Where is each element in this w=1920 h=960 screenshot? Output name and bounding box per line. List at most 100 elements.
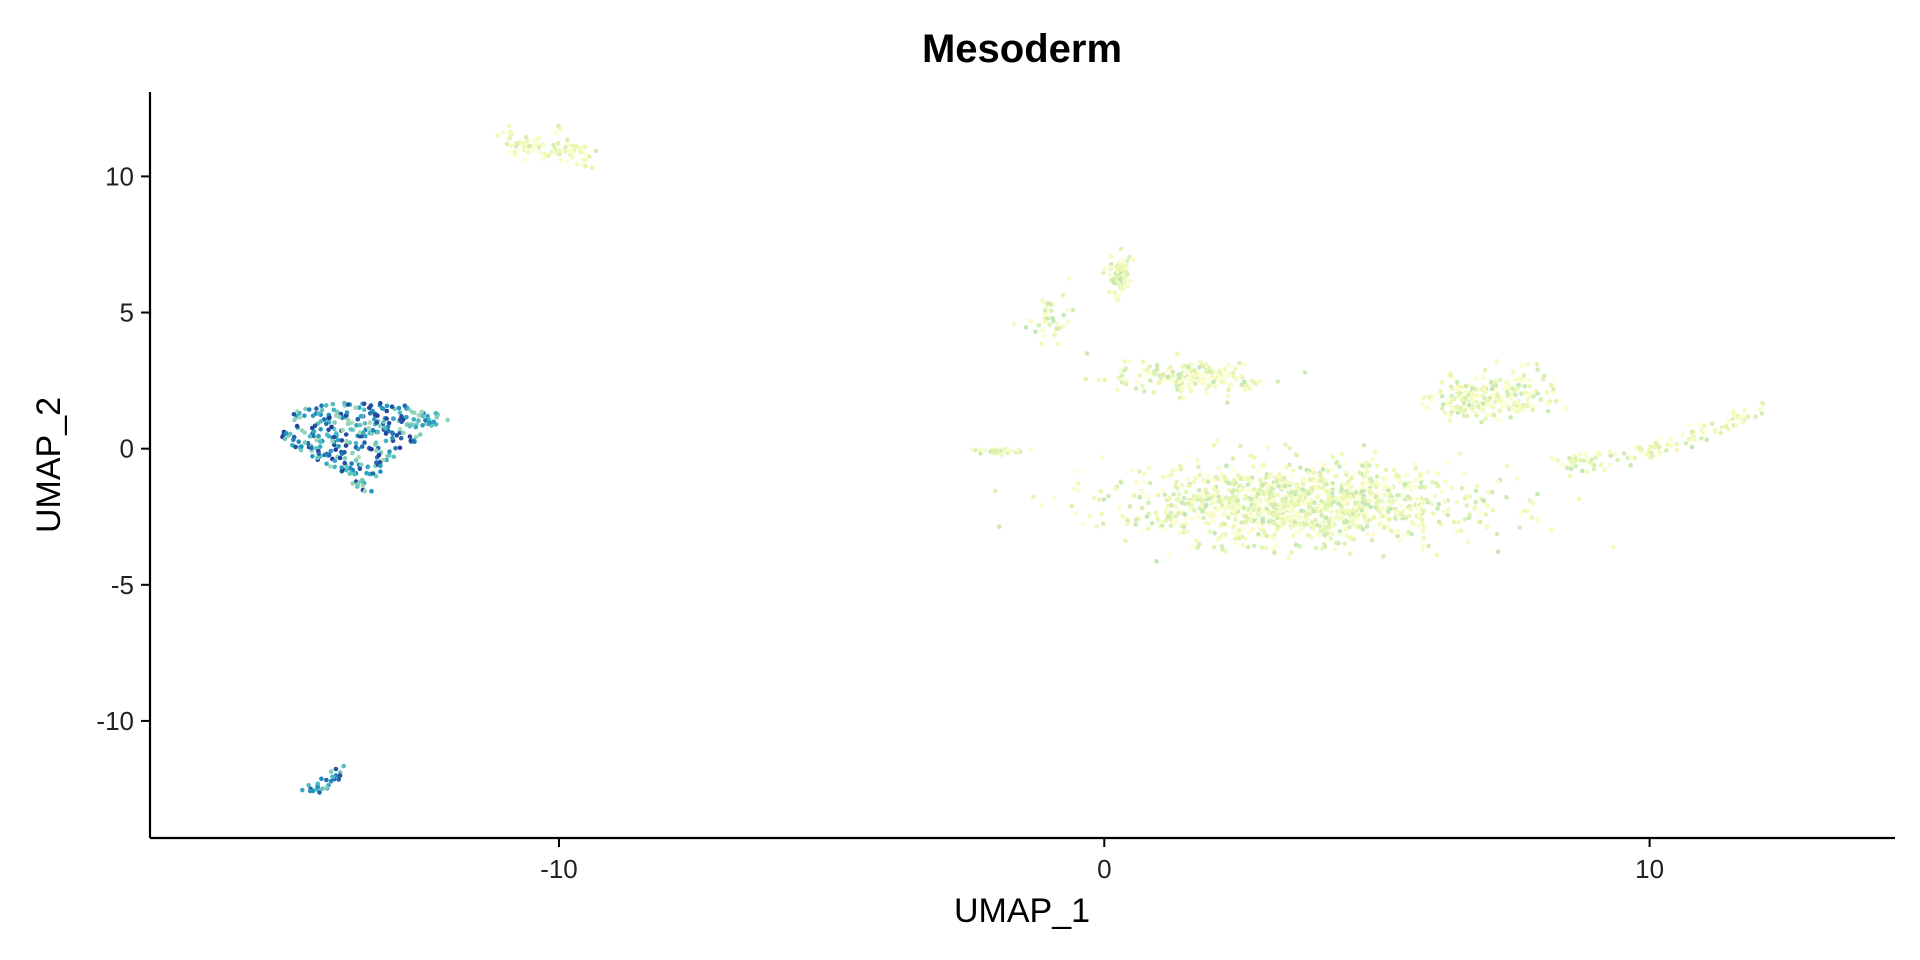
data-point-right-large	[1333, 473, 1339, 479]
data-point-left-main	[299, 444, 304, 449]
data-point-right-large	[1735, 413, 1741, 418]
data-point-right-large	[1112, 487, 1118, 492]
data-point-right-large	[1359, 489, 1364, 495]
data-point-right-large	[1222, 367, 1228, 372]
data-point-left-main	[344, 464, 350, 469]
data-point-right-large	[1305, 533, 1311, 538]
data-point-right-large	[1196, 464, 1201, 470]
data-point-right-large	[1374, 474, 1380, 479]
data-point-right-large	[1251, 543, 1257, 549]
data-point-right-large	[1413, 466, 1418, 471]
data-point-right-large	[1674, 448, 1680, 453]
x-tick-label: -10	[540, 854, 578, 884]
data-point-left-main	[362, 488, 368, 494]
data-point-right-large	[1448, 384, 1454, 390]
data-point-right-large	[1364, 531, 1370, 537]
data-point-right-large	[1398, 502, 1404, 508]
data-point-left-main	[420, 413, 426, 419]
data-point-right-large	[1047, 322, 1052, 327]
data-point-right-large	[1226, 363, 1231, 368]
data-point-top-small	[526, 143, 532, 149]
data-point-right-large	[1318, 478, 1323, 484]
data-point-right-large	[1421, 535, 1427, 540]
data-point-right-large	[1361, 514, 1367, 519]
data-point-right-large	[1383, 467, 1389, 473]
data-point-right-large	[1173, 468, 1179, 473]
data-point-left-main	[288, 431, 293, 437]
data-point-right-large	[1475, 404, 1481, 410]
data-point-right-large	[1759, 411, 1765, 416]
data-point-right-large	[1107, 289, 1112, 295]
data-point-right-large	[1209, 500, 1214, 506]
data-point-right-large	[1222, 380, 1227, 385]
data-point-top-small	[522, 157, 528, 163]
data-point-top-small	[565, 137, 570, 143]
data-point-right-large	[1347, 524, 1352, 530]
data-point-left-main	[344, 410, 350, 415]
data-point-right-large	[1268, 490, 1273, 496]
data-point-left-main	[372, 412, 378, 418]
data-point-right-large	[1473, 488, 1479, 494]
data-point-right-large	[1023, 325, 1029, 330]
data-point-right-large	[1520, 378, 1525, 383]
data-point-right-large	[1339, 497, 1345, 502]
data-point-right-large	[1206, 365, 1212, 371]
data-point-right-large	[1075, 481, 1081, 486]
data-point-right-large	[1226, 487, 1232, 493]
data-point-right-large	[1345, 519, 1350, 524]
data-point-right-large	[1174, 518, 1179, 523]
data-point-right-large	[1179, 500, 1185, 506]
data-point-right-large	[1049, 308, 1054, 314]
data-point-right-large	[1261, 508, 1266, 514]
data-point-left-main	[363, 433, 368, 439]
data-point-right-large	[1395, 492, 1400, 498]
data-point-right-large	[1490, 382, 1495, 388]
data-point-right-large	[1043, 311, 1048, 316]
data-point-right-large	[1191, 508, 1197, 513]
data-point-right-large	[1347, 551, 1353, 556]
data-point-right-large	[1165, 473, 1171, 479]
data-point-right-large	[1144, 493, 1149, 499]
data-point-left-main	[302, 440, 308, 445]
data-point-right-large	[1216, 466, 1221, 471]
data-point-right-large	[1163, 527, 1168, 532]
data-point-left-small-bottom	[306, 783, 311, 788]
data-point-right-large	[1509, 405, 1515, 410]
data-point-left-main	[391, 416, 396, 421]
data-point-right-large	[1445, 512, 1451, 518]
data-point-top-small	[521, 141, 526, 147]
data-point-left-main	[364, 470, 369, 476]
data-point-right-large	[1322, 524, 1327, 530]
data-point-right-large	[1447, 404, 1453, 409]
data-point-right-large	[1223, 475, 1228, 481]
data-point-right-large	[1462, 391, 1468, 397]
data-point-left-main	[382, 426, 388, 431]
data-point-right-large	[1242, 387, 1248, 392]
data-point-left-main	[376, 452, 382, 458]
data-point-left-main	[425, 413, 430, 419]
data-point-left-main	[370, 428, 376, 433]
data-point-right-large	[1482, 367, 1488, 373]
data-point-right-large	[1480, 401, 1486, 406]
data-point-right-large	[1402, 533, 1408, 538]
data-point-right-large	[1180, 384, 1186, 390]
data-point-right-large	[1535, 517, 1540, 522]
data-point-right-large	[1320, 546, 1325, 551]
data-point-right-large	[1452, 396, 1457, 402]
data-point-right-large	[1602, 467, 1607, 473]
data-point-left-main	[348, 470, 353, 476]
data-point-right-large	[1551, 386, 1556, 392]
data-point-right-large	[1205, 479, 1211, 485]
data-point-right-large	[1354, 505, 1359, 510]
data-point-right-large	[1510, 386, 1515, 392]
data-point-right-large	[1439, 393, 1445, 399]
data-point-right-large	[1381, 481, 1386, 487]
data-point-left-main	[386, 420, 392, 426]
data-point-left-main	[318, 439, 323, 445]
data-point-right-large	[1435, 484, 1441, 489]
data-point-right-large	[1204, 490, 1209, 496]
data-point-right-large	[1178, 388, 1184, 394]
data-point-right-large	[1381, 476, 1386, 482]
data-point-top-small	[495, 133, 500, 138]
data-point-right-large	[1473, 410, 1479, 416]
